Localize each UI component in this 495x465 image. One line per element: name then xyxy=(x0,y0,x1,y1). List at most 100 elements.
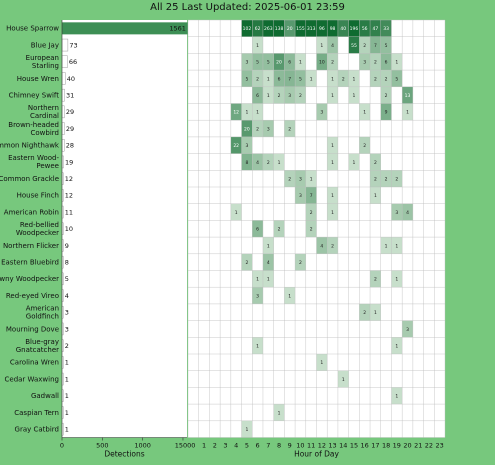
species-label: Eastern Wood-Pewee xyxy=(8,154,59,170)
heatmap-cell-value: 3 xyxy=(245,60,248,66)
heatmap-cell-value: 9 xyxy=(385,110,388,116)
heatmap-cell xyxy=(241,53,253,71)
heatmap-cell xyxy=(305,20,317,37)
heatmap-cell-value: 4 xyxy=(256,160,259,166)
heatmap-cell xyxy=(305,220,317,238)
heatmap-cell-value: 5 xyxy=(299,76,302,82)
detection-count-label: 1 xyxy=(65,392,69,400)
heatmap-cell xyxy=(391,170,403,187)
heatmap-cell xyxy=(241,103,253,121)
hour-tick-label: 9 xyxy=(288,442,292,450)
heatmap-cell-value: 3 xyxy=(299,193,302,199)
heatmap-cell xyxy=(348,36,360,54)
heatmap-cell xyxy=(370,170,381,187)
heatmap-cell xyxy=(316,36,328,54)
hour-tick-label: 20 xyxy=(403,442,411,450)
species-label: Mourning Dove xyxy=(6,325,59,333)
heatmap-cell-value: 10 xyxy=(319,60,325,66)
heatmap-cell xyxy=(348,153,360,171)
heatmap-cell-value: 3 xyxy=(299,176,302,182)
detection-bar xyxy=(61,122,65,135)
heatmap-cell-value: 2 xyxy=(374,160,377,166)
heatmap-cell-value: 5 xyxy=(267,60,270,66)
heatmap-cell xyxy=(402,103,413,121)
heatmap-cell xyxy=(252,120,263,137)
heatmap-cell xyxy=(252,53,263,71)
hour-tick-label: 2 xyxy=(213,442,217,450)
heatmap-cell xyxy=(284,170,296,187)
heatmap-cell xyxy=(402,320,413,338)
heatmap-cell xyxy=(327,70,338,87)
heatmap-cell-value: 4 xyxy=(320,243,323,249)
heatmap-cell-value: 1 xyxy=(406,110,409,116)
species-label: Brown-headed Cowbird xyxy=(8,121,59,137)
heatmap-cell xyxy=(370,187,381,204)
heatmap-cell-value: 1 xyxy=(278,160,281,166)
heatmap-cell xyxy=(391,387,403,405)
heatmap-cell-value: 2 xyxy=(331,60,334,66)
heatmap-cell xyxy=(391,70,403,87)
heatmap-cell-value: 1 xyxy=(267,277,270,283)
heatmap-cell xyxy=(252,70,263,87)
heatmap-cell-value: 7 xyxy=(310,193,313,199)
heatmap-cell-value: 6 xyxy=(288,60,291,66)
heatmap-cell-value: 55 xyxy=(351,43,357,49)
heatmap-cell xyxy=(327,136,338,154)
heatmap-cell xyxy=(252,103,263,121)
heatmap-cell-value: 2 xyxy=(342,76,345,82)
detection-count-label: 73 xyxy=(69,41,77,49)
heatmap-cell xyxy=(327,187,338,204)
heatmap-cell xyxy=(273,404,285,421)
heatmap-cell xyxy=(241,253,253,271)
heatmap-cell xyxy=(262,253,274,271)
species-label: American Goldfinch xyxy=(26,304,59,320)
detection-bar xyxy=(61,88,65,102)
detection-count-label: 1 xyxy=(65,425,69,433)
heatmap-cell-value: 263 xyxy=(264,26,273,32)
hour-tick-label: 14 xyxy=(339,442,347,450)
heatmap-cell xyxy=(316,20,328,37)
heatmap-cell xyxy=(273,53,285,71)
species-label: Northern Flicker xyxy=(3,242,59,250)
heatmap-cell xyxy=(252,287,263,304)
heatmap-cell-value: 2 xyxy=(385,176,388,182)
heatmap-cell xyxy=(327,237,338,254)
heatmap-cell xyxy=(370,153,381,171)
heatmap-cell-value: 5 xyxy=(256,60,259,66)
heatmap-cell xyxy=(316,237,328,254)
heatmap-cell-value: 2 xyxy=(299,260,302,266)
hour-tick-label: 5 xyxy=(245,442,249,450)
species-label: Carolina Wren xyxy=(10,359,59,367)
heatmap-cell xyxy=(273,153,285,171)
heatmap-cell-value: 1 xyxy=(342,377,345,383)
heatmap-cell xyxy=(370,53,381,71)
heatmap-cell xyxy=(284,86,296,104)
heatmap-cell-value: 2 xyxy=(256,76,259,82)
heatmap-cell-value: 1 xyxy=(256,343,259,349)
heatmap-cell-value: 1 xyxy=(385,243,388,249)
species-label: House Finch xyxy=(17,192,59,200)
heatmap-cell xyxy=(305,187,317,204)
heatmap-cell xyxy=(252,36,263,54)
heatmap-cell xyxy=(295,70,306,87)
hour-tick-label: 3 xyxy=(223,442,227,450)
detection-count-label: 1 xyxy=(65,409,69,417)
heatmap-cell xyxy=(359,303,371,321)
bar-panel-background xyxy=(62,20,187,438)
hour-tick-label: 19 xyxy=(393,442,401,450)
heatmap-cell xyxy=(241,70,253,87)
heatmap-cell-value: 96 xyxy=(319,26,325,32)
heatmap-cell xyxy=(241,153,253,171)
hour-tick-label: 15 xyxy=(350,442,358,450)
heatmap-cell-value: 1 xyxy=(320,360,323,366)
heatmap-cell xyxy=(370,303,381,321)
heatmap-cell xyxy=(370,20,381,37)
heatmap-cell-value: 4 xyxy=(331,43,334,49)
heatmap-cell-value: 1 xyxy=(267,76,270,82)
detection-count-label: 12 xyxy=(65,175,73,183)
heatmap-cell-value: 6 xyxy=(256,227,259,233)
heatmap-x-axis-title: Hour of Day xyxy=(294,450,339,459)
heatmap-cell-value: 5 xyxy=(245,76,248,82)
hour-tick-label: 21 xyxy=(414,442,422,450)
heatmap-cell-value: 5 xyxy=(385,43,388,49)
